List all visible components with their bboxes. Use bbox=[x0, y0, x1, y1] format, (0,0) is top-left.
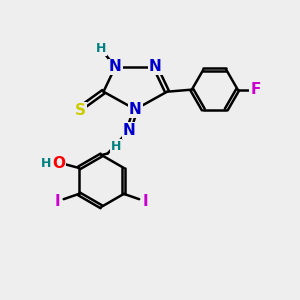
Text: O: O bbox=[52, 156, 65, 171]
Text: N: N bbox=[109, 59, 122, 74]
Text: N: N bbox=[122, 123, 135, 138]
Text: S: S bbox=[75, 103, 86, 118]
Text: H: H bbox=[111, 140, 121, 153]
Text: I: I bbox=[142, 194, 148, 209]
Text: N: N bbox=[149, 59, 162, 74]
Text: F: F bbox=[250, 82, 261, 97]
Text: H: H bbox=[96, 42, 106, 55]
Text: I: I bbox=[55, 194, 61, 209]
Text: N: N bbox=[129, 102, 142, 117]
Text: H: H bbox=[41, 157, 51, 170]
